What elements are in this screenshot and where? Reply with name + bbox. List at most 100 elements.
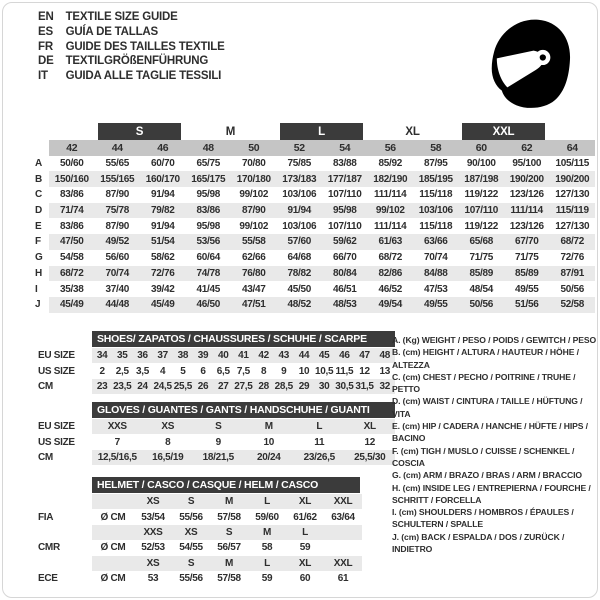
table-cell: CMR <box>38 542 60 554</box>
table-cell: 50/60 <box>59 158 84 170</box>
table-row: FR GUIDE DES TAILLES TEXTILE <box>38 40 225 55</box>
table-cell <box>324 540 362 555</box>
table-row: H 68/72 70/74 72/76 74/78 76/80 78/82 80/84 82/8… <box>35 265 595 282</box>
table-cell: 99/102 <box>367 202 413 219</box>
table-row: CMR Ø CM 52/53 54/55 56/57 58 59 <box>38 540 362 555</box>
table-cell: 2,5 <box>115 365 129 377</box>
table-cell: 107/110 <box>458 202 504 219</box>
table-cell: XS <box>134 555 172 571</box>
table-cell: 64 <box>549 140 595 156</box>
size-band-row: S M L XL XXL <box>35 123 595 140</box>
table-cell: GUIDA ALLE TAGLIE TESSILI <box>65 70 222 83</box>
table-cell: 18/21,5 <box>193 449 244 466</box>
table-cell: 87/90 <box>105 189 130 201</box>
table-row: US SIZE 2 2,5 3,5 4 5 6 6,5 7,5 8 9 10 10,5 11,5 12 13 <box>38 363 395 378</box>
table-cell: 53 <box>147 573 159 585</box>
table-cell: 12 <box>359 365 370 377</box>
table-cell: 48/52 <box>276 296 322 313</box>
table-cell: 56 <box>367 140 413 156</box>
table-cell: I <box>35 283 38 295</box>
table-cell: 24,5 <box>152 378 173 395</box>
table-cell: CM <box>38 451 53 463</box>
table-cell: M <box>210 494 248 510</box>
table-cell: 103/106 <box>282 220 317 232</box>
table-cell: 90/100 <box>466 158 496 170</box>
textile-size-table: S M L XL XXL 42 44 46 48 50 52 54 56 58 60 62 64 A 50… <box>35 123 595 313</box>
table-cell: 182/190 <box>367 171 413 188</box>
table-cell: H <box>35 267 42 279</box>
table-cell: EN <box>38 11 54 23</box>
table-cell: 75/78 <box>94 202 140 219</box>
table-row: ES GUÍA DE TALLAS <box>38 25 225 40</box>
table-cell: 59 <box>299 542 311 554</box>
table-cell: FIA <box>38 511 54 523</box>
table-cell: 60/70 <box>150 158 175 170</box>
table-cell: 8 <box>260 365 267 377</box>
table-cell: 26 <box>192 378 214 395</box>
table-cell: 80/84 <box>322 265 368 282</box>
table-cell: 7,5 <box>236 365 250 377</box>
table-cell: US SIZE <box>38 365 75 377</box>
table-cell: 72/76 <box>140 265 186 282</box>
table-cell: ECE <box>38 573 58 585</box>
table-cell: 41/45 <box>196 283 221 295</box>
table-cell: 87/91 <box>549 265 595 282</box>
table-row: CM 23 23,5 24 24,5 25,5 26 27 27,5 28 28,5 29 30 30,5… <box>38 378 395 395</box>
table-cell: 111/114 <box>374 220 407 232</box>
table-cell: D <box>35 205 42 217</box>
table-cell: 11 <box>314 436 325 448</box>
table-cell: 61/62 <box>293 511 317 523</box>
table-cell: XS <box>134 494 172 510</box>
table-cell: 50 <box>231 140 277 156</box>
table-cell: 39 <box>192 348 214 364</box>
legend-item: H. (cm) INSIDE LEG / ENTREPIERNA / FOURC… <box>392 482 591 505</box>
table-cell: 60 <box>299 573 311 585</box>
table-cell: 85/92 <box>378 158 403 170</box>
table-cell: E <box>35 220 42 232</box>
table-cell: 7 <box>114 436 121 448</box>
table-cell: XS <box>142 419 193 435</box>
table-cell: 57/58 <box>217 511 241 523</box>
shoes-header: SHOES/ ZAPATOS / CHAUSSURES / SCHUHE / S… <box>92 331 395 347</box>
table-cell: 38 <box>172 348 193 364</box>
table-cell: FR <box>38 40 53 53</box>
table-cell <box>38 494 92 509</box>
table-cell: 70/80 <box>241 158 266 170</box>
table-cell: 8 <box>165 436 171 448</box>
table-cell: 45/49 <box>140 296 186 313</box>
table-cell: 58/62 <box>150 252 175 264</box>
table-cell: 87/95 <box>423 158 448 170</box>
table-cell: GUÍA DE TALLAS <box>65 25 159 38</box>
table-cell: 71/74 <box>49 202 95 219</box>
legend-item: C. (cm) CHEST / PECHO / POITRINE / TRUHE… <box>392 371 576 395</box>
table-cell: 99/102 <box>239 189 269 201</box>
table-cell: 43 <box>273 348 294 364</box>
table-cell: XS <box>172 524 210 541</box>
size-band-m: M <box>225 125 236 138</box>
table-row: FIA Ø CM 53/54 55/56 57/58 59/60 61/62 63/64 <box>38 509 362 524</box>
table-cell: 57/58 <box>217 573 241 585</box>
table-cell: M <box>210 555 248 571</box>
table-cell: 105/115 <box>555 158 590 170</box>
table-row: EU SIZE 34 35 36 37 38 39 40 41 42 43 44 45 46 47 48 <box>38 348 395 364</box>
measurement-legend: A. (Kg) WEIGHT / PESO / POIDS / GEWITCH … <box>392 334 598 555</box>
table-cell: XXL <box>324 555 362 571</box>
table-cell: 49/55 <box>413 296 459 313</box>
table-cell: 187/198 <box>458 171 504 188</box>
table-cell: 10 <box>298 365 310 377</box>
table-cell: 3,5 <box>135 365 149 377</box>
table-cell: S <box>172 494 210 510</box>
table-cell: DE <box>38 55 54 68</box>
table-cell: 46/50 <box>185 296 231 313</box>
table-cell: CM <box>38 380 53 392</box>
table-cell: 62/66 <box>241 252 266 264</box>
table-cell: 27,5 <box>233 378 254 395</box>
table-cell: 85/89 <box>458 265 504 282</box>
table-cell: XL <box>286 555 324 571</box>
table-row: G 54/58 56/60 58/62 60/64 62/66 64/68 66/70 68/7… <box>35 250 595 266</box>
table-cell: 68/72 <box>49 265 95 282</box>
table-cell: 123/126 <box>509 189 544 201</box>
table-cell: 10 <box>263 436 275 448</box>
table-row: IT GUIDA ALLE TAGLIE TESSILI <box>38 69 225 84</box>
table-cell: 87/90 <box>105 220 130 232</box>
